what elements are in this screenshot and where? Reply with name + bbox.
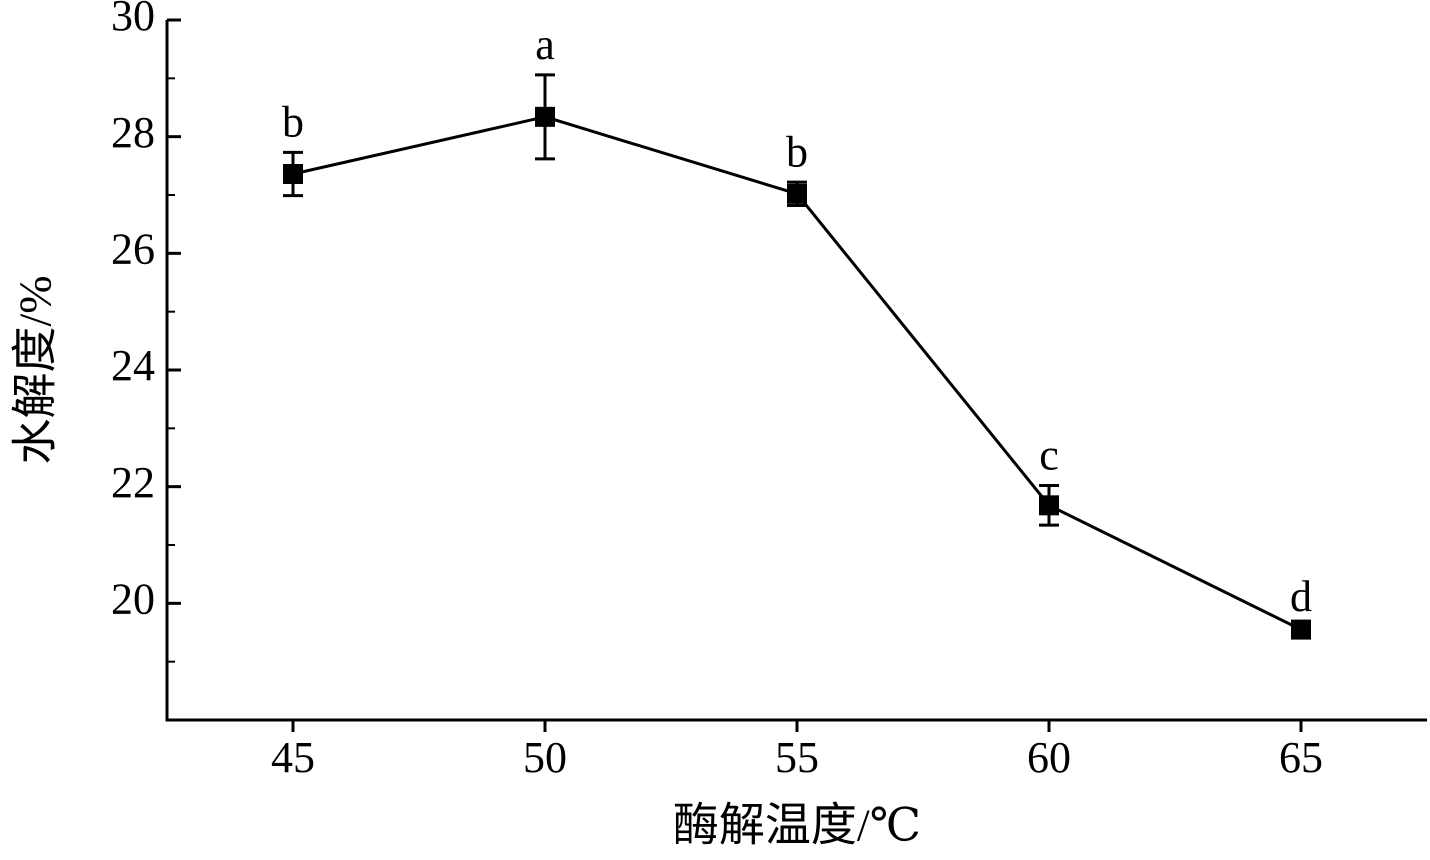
annotation: a (535, 20, 555, 69)
y-tick-label: 28 (111, 108, 155, 157)
y-tick-label: 24 (111, 341, 155, 390)
y-tick-label: 30 (111, 0, 155, 40)
marker (787, 183, 807, 204)
x-tick-label: 65 (1279, 733, 1323, 782)
marker (283, 164, 303, 184)
annotation: d (1290, 572, 1312, 621)
annotation: b (282, 98, 304, 147)
marker (1039, 495, 1059, 516)
y-tick-label: 22 (111, 458, 155, 507)
x-axis-label: 酶解温度/℃ (673, 800, 921, 851)
x-tick-label: 60 (1027, 733, 1071, 782)
y-axis-label: 水解度/% (10, 275, 61, 464)
marker (1291, 619, 1311, 640)
annotation: b (786, 127, 808, 176)
x-tick-label: 55 (775, 733, 819, 782)
y-tick-label: 26 (111, 224, 155, 273)
x-tick-label: 45 (271, 733, 315, 782)
y-tick-label: 20 (111, 574, 155, 623)
annotation: c (1039, 431, 1059, 480)
x-tick-label: 50 (523, 733, 567, 782)
marker (535, 106, 555, 127)
